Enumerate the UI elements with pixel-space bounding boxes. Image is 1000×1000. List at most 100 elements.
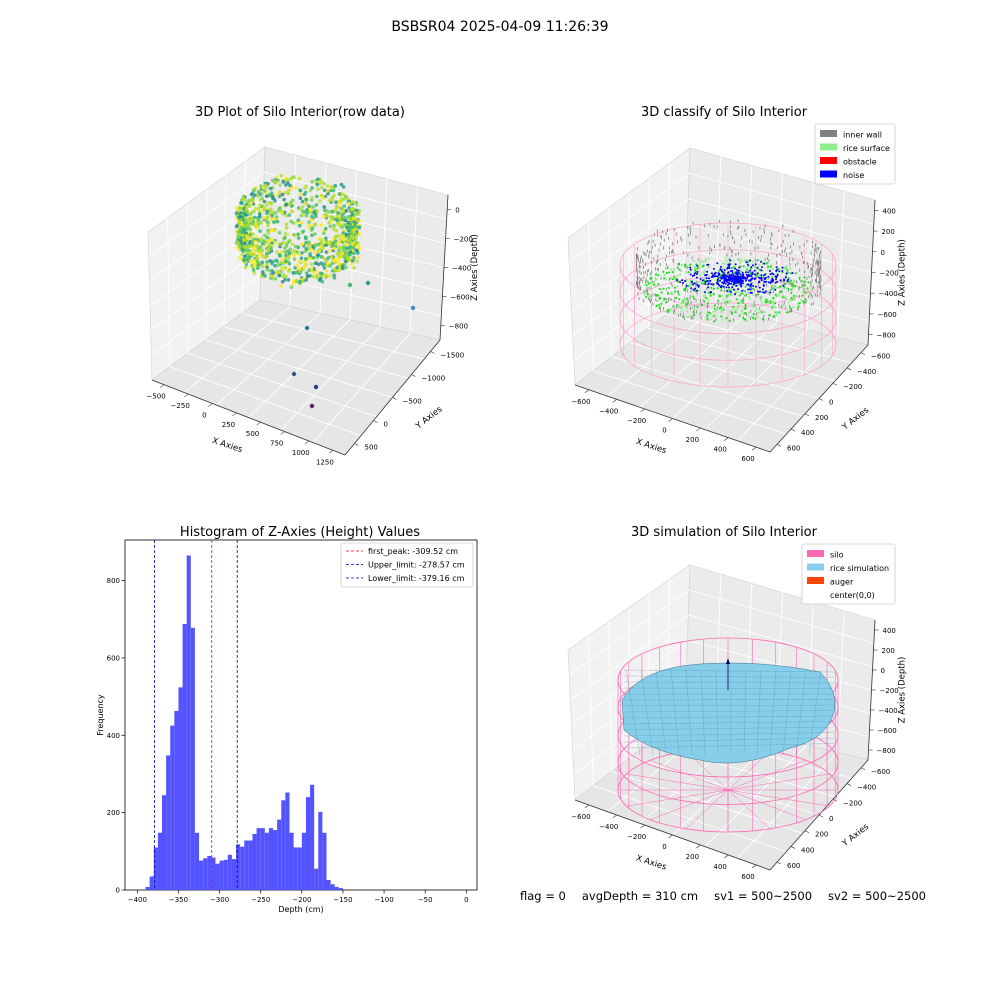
x-tick-label: −200 <box>627 417 646 425</box>
data-point <box>330 198 334 202</box>
rice-point <box>730 293 733 297</box>
rice-point <box>720 310 723 313</box>
histogram-bar <box>236 844 241 890</box>
x-tick <box>612 399 617 403</box>
data-point <box>243 198 248 203</box>
data-point <box>315 209 320 214</box>
wall-point <box>727 234 729 238</box>
data-point <box>340 217 345 221</box>
noise-point <box>725 275 728 277</box>
data-point <box>243 245 247 250</box>
wall-point <box>730 249 732 253</box>
rice-point <box>667 271 670 274</box>
data-point <box>266 239 271 243</box>
data-point <box>351 200 356 204</box>
histogram-bar <box>305 797 311 890</box>
data-point <box>319 223 324 227</box>
rice-point <box>665 300 668 304</box>
wall-point <box>647 291 649 294</box>
wall-point <box>818 268 820 272</box>
rice-point <box>665 272 668 275</box>
x-tick <box>280 431 285 435</box>
rice-point <box>730 312 734 315</box>
rice-point <box>667 286 670 289</box>
noise-point <box>763 262 766 265</box>
wall-point <box>672 249 673 252</box>
x-axis-label: X Axies <box>635 853 668 872</box>
wall-point <box>819 282 821 285</box>
rice-point <box>773 306 776 309</box>
data-point <box>305 208 309 212</box>
rice-point <box>752 293 755 296</box>
wall-point <box>651 245 653 249</box>
data-point <box>251 237 256 242</box>
wall-point <box>741 236 743 240</box>
wall-point <box>817 262 819 265</box>
wall-point <box>771 233 773 237</box>
data-point <box>352 266 356 270</box>
rice-point <box>664 310 667 313</box>
noise-point <box>754 285 757 288</box>
rice-point <box>791 283 794 286</box>
silo-floor-line <box>626 789 729 807</box>
wall-point <box>808 265 809 269</box>
data-point <box>262 199 267 204</box>
data-point <box>321 246 325 250</box>
wall-point <box>813 257 815 261</box>
wall-point <box>638 297 640 301</box>
data-point <box>342 262 347 267</box>
wall-point <box>665 232 667 236</box>
data-point <box>244 221 249 225</box>
wall-point <box>737 257 739 261</box>
wall-point <box>763 228 765 231</box>
x-tick-label: 400 <box>714 863 727 871</box>
data-point <box>290 242 295 247</box>
noise-point <box>736 274 739 277</box>
data-point <box>318 244 323 248</box>
rice-point <box>808 294 812 297</box>
wall-point <box>649 298 650 302</box>
rice-point <box>783 267 786 270</box>
data-point <box>255 194 260 198</box>
rice-point <box>677 263 680 266</box>
rice-point <box>790 288 793 291</box>
rice-point <box>801 291 804 294</box>
noise-point <box>764 290 767 293</box>
chart-title: Histogram of Z-Axies (Height) Values <box>180 525 420 540</box>
wall-point <box>706 287 708 291</box>
wall-point <box>749 239 750 243</box>
wall-point <box>720 302 722 306</box>
rice-point <box>798 276 801 279</box>
noise-point <box>723 277 726 280</box>
rice-point <box>740 310 743 313</box>
rice-point <box>789 299 792 302</box>
rice-point <box>686 310 689 313</box>
data-point <box>258 203 262 207</box>
noise-point <box>723 281 726 284</box>
data-point <box>315 194 319 199</box>
data-point <box>334 200 338 204</box>
rice-point <box>650 282 653 285</box>
noise-point <box>704 291 706 294</box>
rice-point <box>730 309 733 312</box>
x-tick-label: −200 <box>292 896 311 904</box>
data-point <box>278 242 283 247</box>
data-point <box>355 259 359 264</box>
data-point <box>310 233 314 237</box>
data-point <box>346 235 351 239</box>
wall-point <box>663 246 664 250</box>
wall-point <box>768 259 770 262</box>
rice-point <box>657 274 660 277</box>
rice-point <box>752 313 755 316</box>
data-point <box>266 223 270 227</box>
rice-point <box>722 298 725 301</box>
data-point <box>239 225 243 230</box>
noise-point <box>691 281 693 283</box>
y-tick <box>804 413 810 417</box>
wall-point <box>665 258 666 262</box>
histogram-bar <box>318 811 323 890</box>
wall-point <box>802 284 804 288</box>
noise-point <box>709 279 712 282</box>
wall-point <box>737 219 739 223</box>
wall-point <box>819 256 821 260</box>
